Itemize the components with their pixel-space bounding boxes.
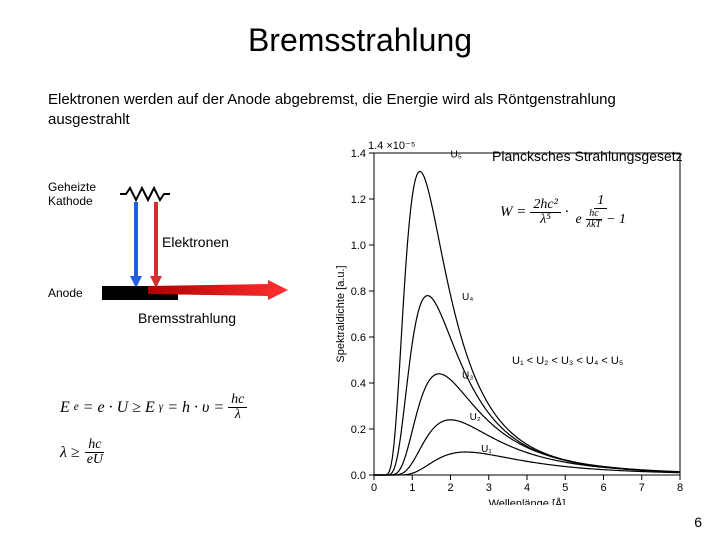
description-text: Elektronen werden auf der Anode abgebrem… [48,90,648,129]
cathode-label: Geheizte Kathode [48,180,96,209]
svg-text:0.6: 0.6 [351,332,366,344]
svg-text:U₁: U₁ [481,444,492,455]
svg-text:3: 3 [486,482,492,494]
schematic-diagram: Geheizte Kathode Elektronen Anode Bremss… [48,180,308,380]
svg-text:0.4: 0.4 [351,378,366,390]
svg-text:2: 2 [447,482,453,494]
svg-text:4: 4 [524,482,530,494]
svg-text:8: 8 [677,482,683,494]
svg-text:0: 0 [371,482,377,494]
electron-arrow-blue-icon [128,202,144,288]
svg-text:0.2: 0.2 [351,424,366,436]
page-title: Bremsstrahlung [0,22,720,59]
anode-label: Anode [48,286,83,300]
brems-arrow-icon [148,280,288,300]
svg-text:1.2: 1.2 [351,194,366,206]
svg-text:1: 1 [409,482,415,494]
svg-text:5: 5 [562,482,568,494]
formula-E: E [60,390,70,425]
svg-text:U₄: U₄ [462,292,473,303]
svg-text:U₅: U₅ [451,150,462,161]
spectral-chart: 0 1 2 3 4 5 6 7 8 0.0 0.2 0.4 0.6 0.8 1.0 1.2 1.4 Wellenl… [330,135,690,505]
svg-text:7: 7 [639,482,645,494]
svg-text:0.0: 0.0 [351,470,366,482]
svg-text:Spektraldichte [a.u.]: Spektraldichte [a.u.] [335,265,347,362]
svg-text:1.0: 1.0 [351,240,366,252]
svg-text:U₃: U₃ [462,370,473,381]
svg-text:6: 6 [600,482,606,494]
chart-svg: 0 1 2 3 4 5 6 7 8 0.0 0.2 0.4 0.6 0.8 1.0 1.2 1.4 Wellenl… [330,135,690,505]
bremsstrahlung-label: Bremsstrahlung [138,310,236,326]
svg-text:0.8: 0.8 [351,286,366,298]
energy-formula: Ee = e · U ≥ Eγ = h · υ = hcλ λ ≥ hceU [60,390,247,480]
page-number: 6 [694,514,702,530]
svg-text:Wellenlänge [Å]: Wellenlänge [Å] [489,497,566,505]
electrons-label: Elektronen [162,234,229,250]
svg-text:U₂: U₂ [470,412,481,423]
resistor-icon [120,186,170,202]
svg-text:1.4 ×10⁻⁵: 1.4 ×10⁻⁵ [368,140,415,152]
svg-text:1.4: 1.4 [351,148,366,160]
